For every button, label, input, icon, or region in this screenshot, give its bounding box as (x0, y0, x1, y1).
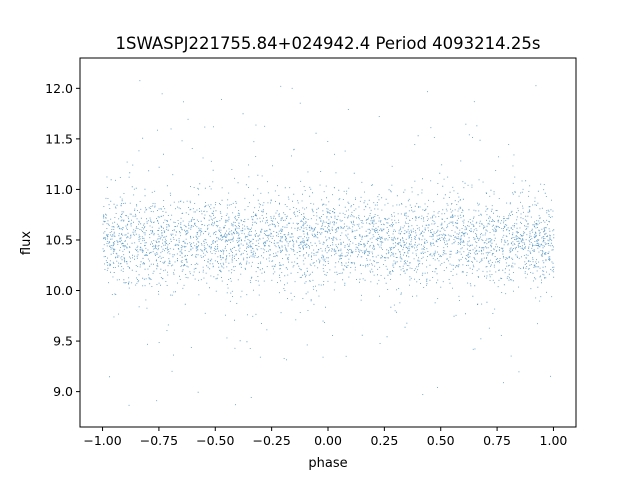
x-tick-label: 0.00 (314, 433, 342, 448)
x-tick-label: −0.75 (140, 433, 178, 448)
x-tick-label: −0.50 (196, 433, 234, 448)
x-tick-label: −0.25 (252, 433, 290, 448)
y-tick-label: 10.5 (45, 232, 73, 247)
chart-title: 1SWASPJ221755.84+024942.4 Period 4093214… (115, 34, 540, 53)
y-axis-label: flux (19, 231, 34, 255)
x-tick-label: 0.50 (427, 433, 455, 448)
x-tick-label: 0.25 (370, 433, 398, 448)
y-tick-label: 11.0 (45, 182, 73, 197)
x-tick-label: 1.00 (540, 433, 568, 448)
y-tick-label: 11.5 (45, 131, 73, 146)
y-tick-label: 9.0 (53, 384, 73, 399)
x-axis-ticks: −1.00 −0.75 −0.50 −0.25 0.00 0.25 0.50 0.75 1.00 (83, 427, 567, 448)
y-tick-label: 12.0 (45, 81, 73, 96)
y-axis-ticks: 9.0 9.5 10.0 10.5 11.0 11.5 12.0 (45, 81, 80, 399)
y-tick-label: 9.5 (53, 334, 73, 349)
x-tick-label: 0.75 (483, 433, 511, 448)
y-tick-label: 10.0 (45, 283, 73, 298)
x-tick-label: −1.00 (83, 433, 121, 448)
x-axis-label: phase (308, 456, 347, 471)
